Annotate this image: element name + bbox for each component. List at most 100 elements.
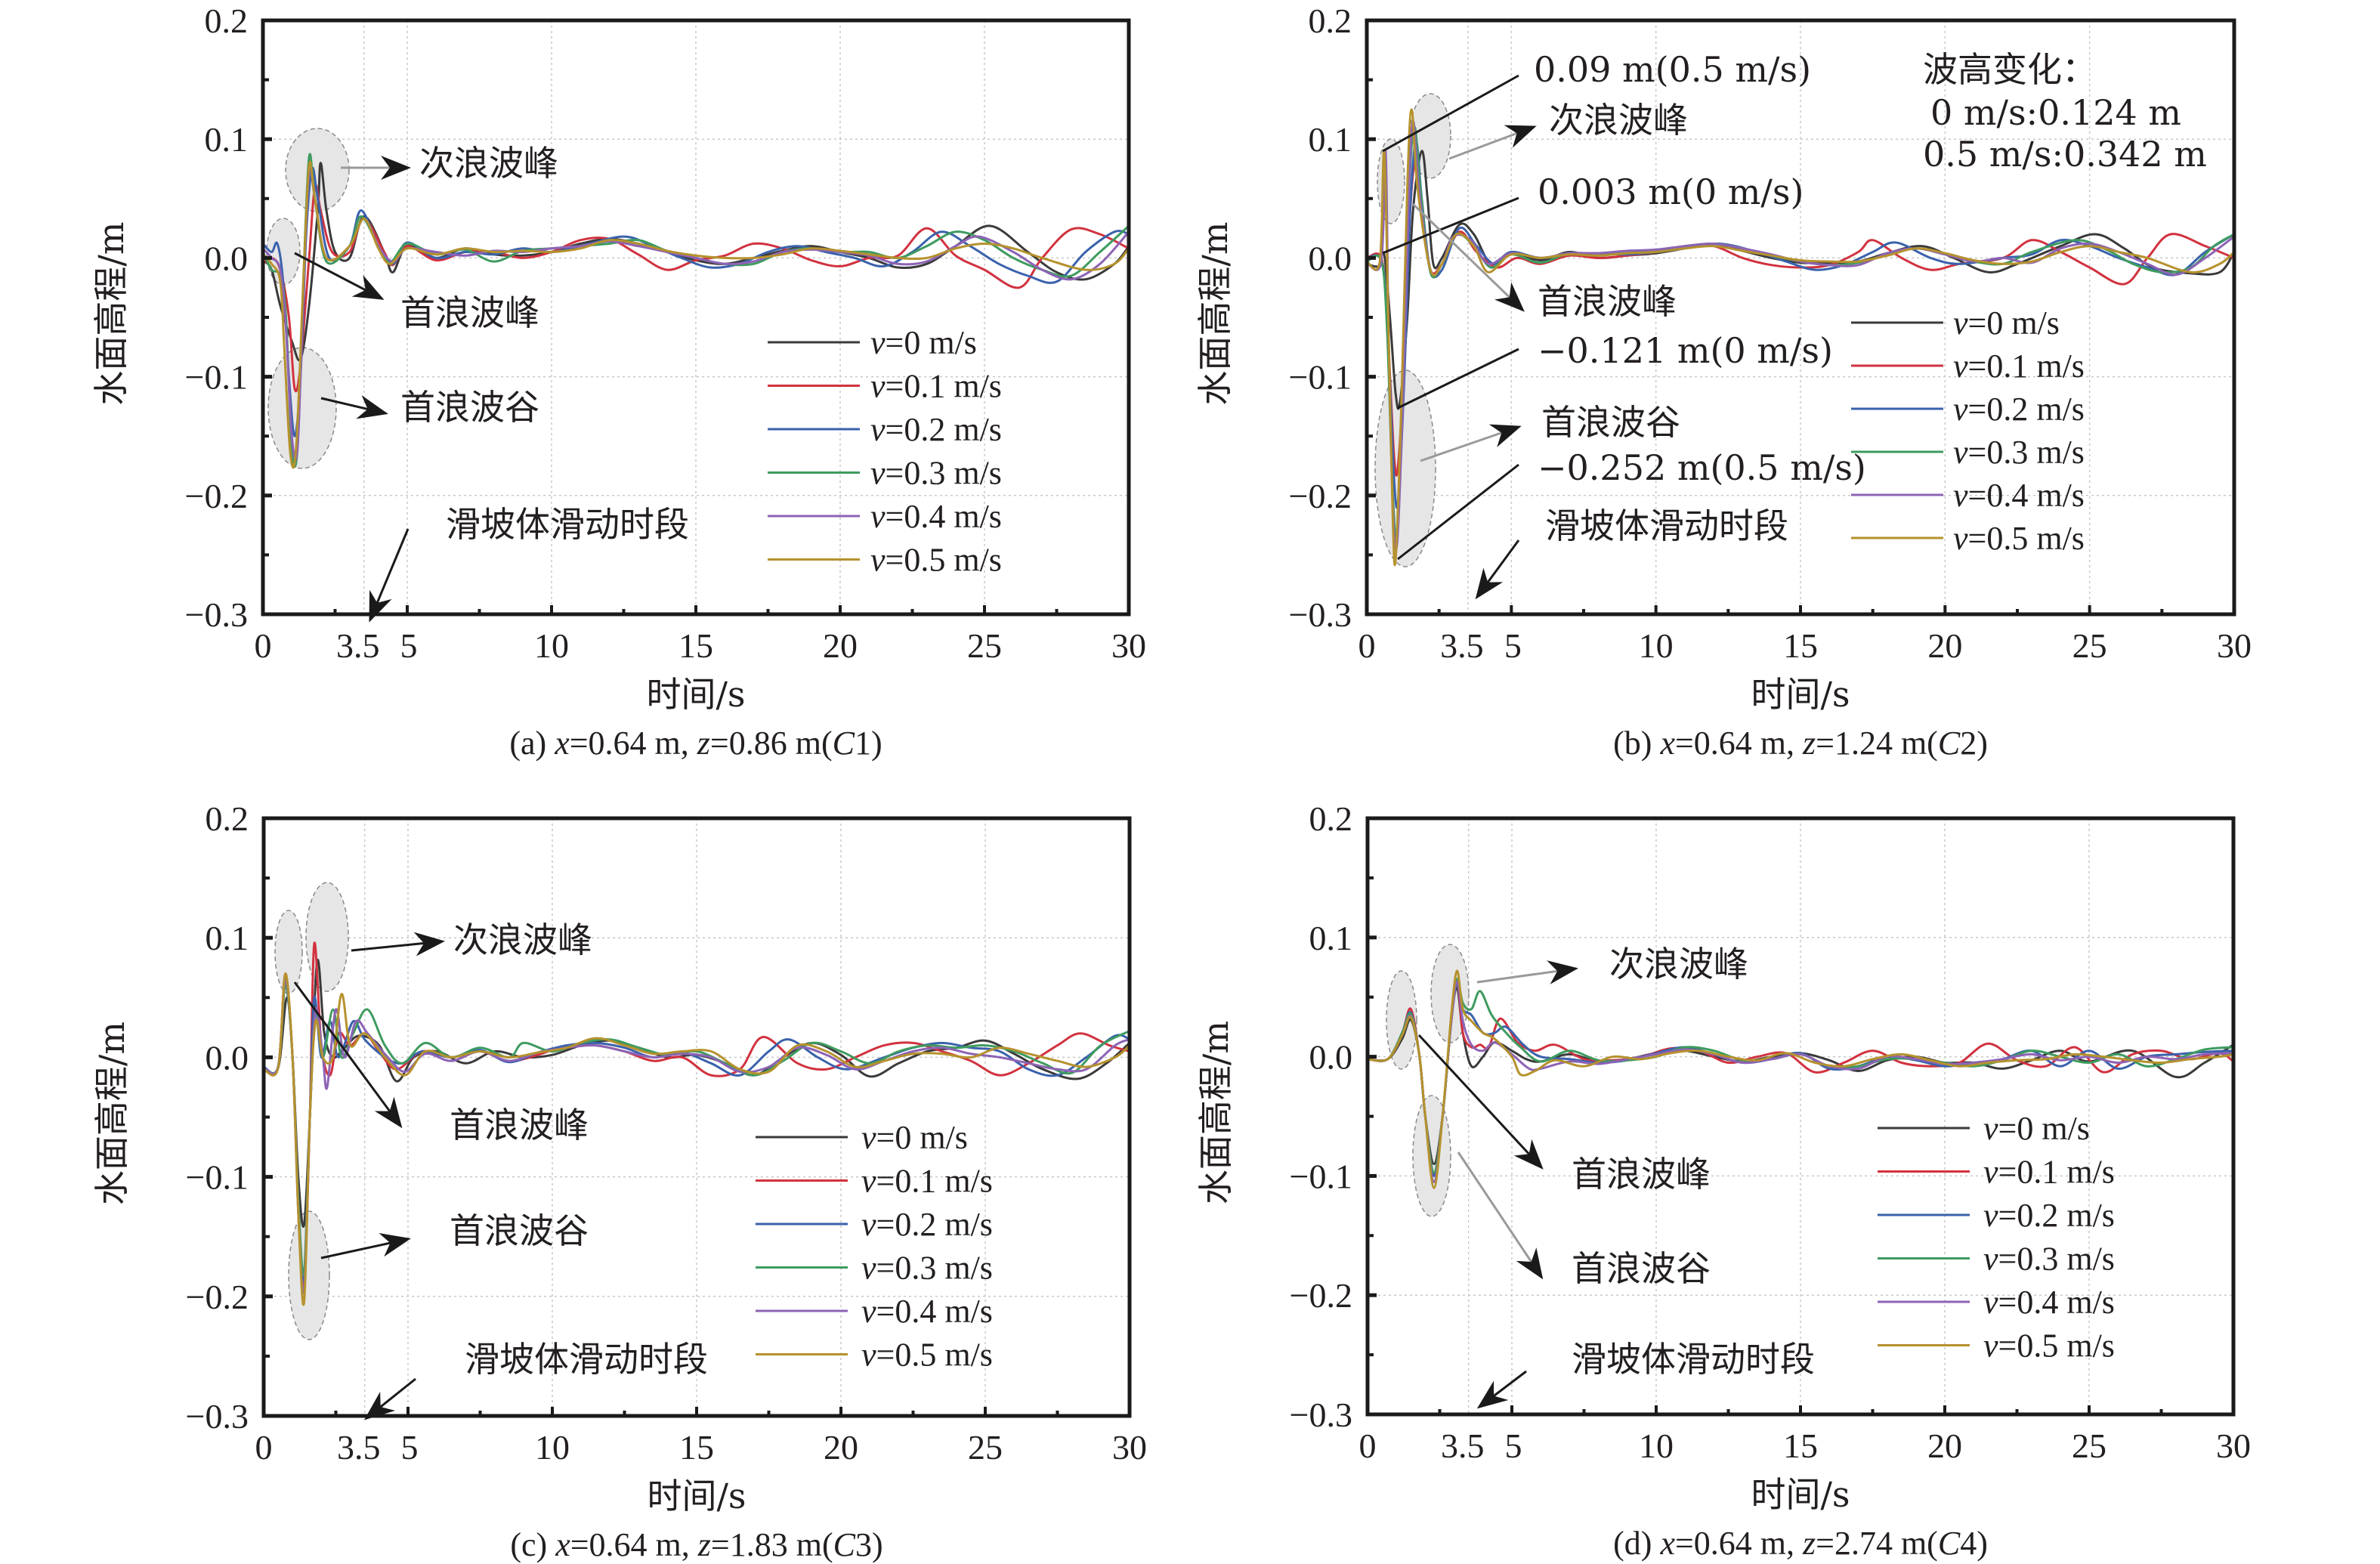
caption-c-val: 3)	[855, 1526, 883, 1563]
legend: v=0 m/sv=0.1 m/sv=0.2 m/sv=0.3 m/sv=0.4 …	[1878, 1110, 2115, 1365]
legend-var: v	[1983, 1154, 1998, 1191]
legend-label: v=0.5 m/s	[870, 542, 1002, 579]
annotation-label: 首浪波谷	[450, 1210, 589, 1251]
caption-x-var: x	[554, 725, 570, 762]
legend-label: v=0.4 m/s	[1983, 1284, 2115, 1321]
caption-z-var: z	[697, 1526, 711, 1563]
legend-label: v=0.5 m/s	[1983, 1328, 2115, 1365]
legend-value: =0 m/s	[876, 1119, 968, 1156]
legend-var: v	[861, 1163, 876, 1200]
legend-value: =0.4 m/s	[1968, 477, 2085, 514]
highlight-ellipse	[285, 128, 350, 212]
annotation-arrow	[363, 1377, 416, 1420]
annotation-label: 次浪波峰	[453, 920, 592, 960]
y-tick-label: 0.1	[205, 120, 249, 159]
legend-value: =0 m/s	[1968, 304, 2060, 342]
highlight-ellipse	[288, 1210, 330, 1340]
legend-label: v=0.3 m/s	[861, 1250, 993, 1287]
x-tick-label: 5	[1504, 626, 1522, 665]
legend-label: v=0.4 m/s	[861, 1293, 993, 1330]
x-tick-label: 15	[679, 1428, 714, 1467]
x-tick-label: 25	[2072, 1426, 2106, 1465]
panel-caption: (b) x=0.64 m, z=1.24 m(C2)	[1613, 725, 1988, 762]
annotation-arrow	[1476, 1370, 1527, 1409]
legend-var: v	[870, 498, 886, 535]
panel-caption: (a) x=0.64 m, z=0.86 m(C1)	[509, 725, 882, 762]
legend-value: =0.5 m/s	[1998, 1328, 2115, 1365]
annotation-label: 滑坡体滑动时段	[1572, 1339, 1815, 1380]
legend-value: =0.2 m/s	[1998, 1197, 2115, 1234]
series-line-0-3	[1368, 978, 2233, 1174]
legend-var: v	[861, 1206, 876, 1243]
legend-label: v=0.5 m/s	[1953, 520, 2085, 557]
x-axis-title: 时间/s	[646, 674, 745, 715]
highlight-ellipse	[267, 347, 337, 469]
y-tick-label: −0.1	[1289, 358, 1352, 397]
y-tick-label: 0.2	[1309, 2, 1352, 40]
annotation-label: 次浪波峰	[1549, 100, 1688, 141]
legend-var: v	[1983, 1110, 1998, 1147]
x-tick-label: 3.5	[1441, 1426, 1485, 1465]
annotation-arrow	[1476, 960, 1578, 984]
y-tick-label: 0.1	[1309, 120, 1352, 159]
caption-z-val: =1.24 m(	[1816, 725, 1938, 762]
legend-var: v	[1953, 348, 1968, 385]
legend-value: =0.3 m/s	[886, 455, 1002, 492]
series-line-0-5	[263, 160, 1129, 469]
legend-label: v=0.2 m/s	[1983, 1197, 2115, 1234]
caption-prefix: (a)	[509, 725, 555, 762]
x-tick-label: 30	[2217, 626, 2252, 665]
legend-value: =0.1 m/s	[876, 1163, 993, 1200]
legend-value: =0.4 m/s	[886, 498, 1002, 535]
annotation-label: −0.252 m(0.5 m/s)	[1538, 447, 1866, 488]
annotation-label: 首浪波谷	[1572, 1248, 1711, 1289]
y-axis-title: 水面高程/m	[91, 221, 131, 405]
legend-var: v	[861, 1293, 876, 1330]
x-tick-label: 30	[2216, 1426, 2251, 1465]
wave-height-line: 0.5 m/s:0.342 m	[1923, 134, 2207, 175]
y-axis-title: 水面高程/m	[1195, 1021, 1236, 1204]
caption-x-val: =0.64 m,	[570, 1526, 698, 1563]
caption-c-val: 2)	[1960, 725, 1988, 762]
y-tick-label: −0.2	[1290, 1276, 1352, 1315]
legend: v=0 m/sv=0.1 m/sv=0.2 m/sv=0.3 m/sv=0.4 …	[1851, 304, 2085, 557]
x-tick-label: 10	[1639, 626, 1674, 665]
panel-caption: (c) x=0.64 m, z=1.83 m(C3)	[510, 1526, 882, 1563]
annotation-arrow	[293, 981, 403, 1129]
y-tick-label: −0.2	[1289, 477, 1352, 515]
caption-z-val: =2.74 m(	[1816, 1525, 1938, 1562]
x-tick-label: 30	[1112, 1428, 1147, 1467]
y-tick-label: −0.2	[186, 1278, 249, 1316]
legend-label: v=0.1 m/s	[861, 1163, 993, 1200]
legend-value: =0.5 m/s	[876, 1337, 993, 1374]
legend-label: v=0.3 m/s	[870, 455, 1002, 492]
highlight-ellipse	[274, 910, 303, 994]
legend-var: v	[1983, 1284, 1998, 1321]
y-tick-label: 0.1	[206, 919, 249, 957]
annotation-label: 首浪波谷	[1541, 402, 1680, 443]
legend-var: v	[870, 411, 886, 448]
x-tick-label: 3.5	[336, 626, 380, 665]
caption-prefix: (b)	[1613, 725, 1660, 762]
annotation-arrow	[320, 395, 388, 419]
annotation-label: 首浪波峰	[450, 1105, 589, 1145]
y-tick-label: 0.0	[1309, 239, 1352, 277]
caption-c-val: 4)	[1960, 1525, 1988, 1562]
y-tick-label: 0.0	[1309, 1038, 1353, 1077]
legend-var: v	[1953, 520, 1968, 557]
x-axis-title: 时间/s	[1751, 674, 1850, 715]
annotation-leader-line	[1397, 463, 1519, 561]
caption-c-var: C	[833, 725, 855, 762]
legend-var: v	[1953, 434, 1968, 471]
legend: v=0 m/sv=0.1 m/sv=0.2 m/sv=0.3 m/sv=0.4 …	[756, 1119, 993, 1374]
x-tick-label: 20	[1927, 626, 1962, 665]
chart-panel-d: −0.3 −0.2 −0.1 0.0 0.1 0.2 0 3.5 5 10 15 20 25 30 水面高程…	[1195, 799, 2251, 1562]
annotation-label: 0.003 m(0 m/s)	[1538, 172, 1804, 212]
y-tick-label: 0.2	[206, 799, 249, 838]
legend-value: =0.2 m/s	[1968, 391, 2085, 428]
legend-label: v=0.5 m/s	[861, 1337, 993, 1374]
caption-z-val: =0.86 m(	[710, 725, 833, 762]
series-line-0-5	[264, 972, 1130, 1306]
x-tick-label: 25	[968, 1428, 1003, 1467]
annotation-arrow	[1457, 1151, 1544, 1280]
